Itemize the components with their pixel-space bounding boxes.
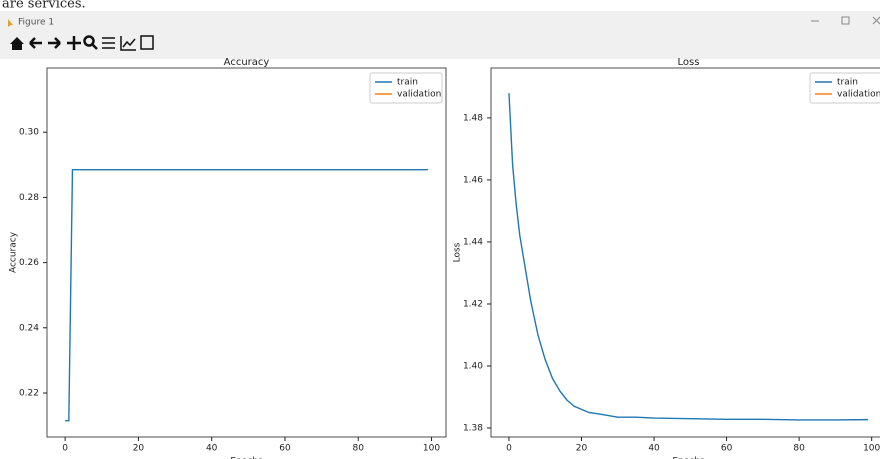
- window-controls[interactable]: [811, 16, 880, 25]
- y-tick-label: 0.30: [19, 128, 39, 138]
- y-tick-label: 0.22: [19, 388, 39, 398]
- x-axis-label: Epochs: [672, 457, 705, 459]
- x-tick-label: 20: [576, 444, 588, 454]
- maximize-button[interactable]: [841, 16, 850, 25]
- x-tick-label: 80: [353, 444, 365, 454]
- x-tick-label: 100: [863, 444, 880, 454]
- y-tick-label: 0.28: [19, 193, 39, 203]
- back-button[interactable]: [29, 37, 42, 49]
- subplots-button[interactable]: [102, 37, 115, 49]
- save-button[interactable]: [140, 35, 154, 50]
- pan-button[interactable]: [67, 36, 81, 50]
- chart-title: Accuracy: [224, 57, 270, 68]
- axes-frame: [46, 67, 447, 438]
- y-axis-label: Loss: [453, 242, 463, 262]
- toolbar: [10, 35, 154, 51]
- legend-label: validation: [837, 90, 880, 100]
- legend-box: [369, 72, 443, 104]
- y-tick-label: 1.46: [463, 175, 483, 185]
- zoom-button[interactable]: [83, 35, 95, 47]
- series-line: [508, 93, 869, 421]
- x-tick-label: 40: [206, 444, 218, 454]
- zoom-handle: [91, 43, 98, 50]
- background-text: are services.: [2, 0, 86, 12]
- y-tick-label: 1.38: [463, 424, 483, 434]
- axes-frame: [490, 67, 880, 438]
- legend-box: [809, 72, 880, 104]
- forward-button[interactable]: [48, 37, 61, 49]
- y-tick-label: 0.24: [19, 323, 39, 333]
- x-tick-label: 100: [423, 444, 440, 454]
- close-button[interactable]: [872, 16, 880, 25]
- x-tick-label: 0: [506, 444, 512, 454]
- home-button[interactable]: [10, 37, 24, 50]
- window-chrome: [0, 11, 880, 59]
- x-tick-label: 20: [133, 444, 145, 454]
- x-tick-label: 40: [648, 444, 660, 454]
- series-line: [65, 169, 428, 422]
- y-tick-label: 0.26: [19, 258, 39, 268]
- y-tick-label: 1.42: [463, 299, 483, 309]
- x-tick-label: 80: [793, 444, 805, 454]
- window-title: Figure 1: [18, 18, 54, 28]
- y-tick-label: 1.48: [463, 113, 483, 123]
- y-tick-label: 1.44: [463, 237, 483, 247]
- chart-title: Loss: [678, 57, 700, 68]
- edit-button[interactable]: [120, 36, 136, 51]
- x-axis-label: Epochs: [230, 457, 263, 459]
- y-tick-label: 1.40: [463, 361, 483, 371]
- legend-label: validation: [397, 90, 441, 100]
- legend-label: train: [397, 78, 418, 88]
- legend-label: train: [837, 78, 858, 88]
- x-tick-label: 0: [62, 444, 68, 454]
- x-tick-label: 60: [721, 444, 733, 454]
- x-tick-label: 60: [279, 444, 291, 454]
- app-icon: [8, 19, 13, 27]
- y-axis-label: Accuracy: [9, 231, 19, 273]
